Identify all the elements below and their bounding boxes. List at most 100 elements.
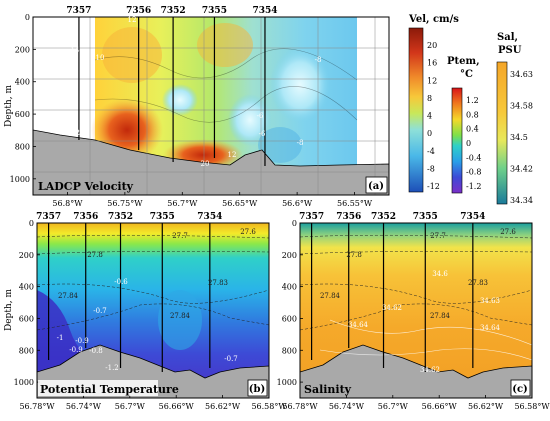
panel-b-letter: (b) [249,384,265,395]
x-tick-label: 56.74°W [66,402,102,411]
contour-label: -8 [297,139,304,147]
x-tick-label: 56.62°W [205,402,241,411]
y-tick-label: 0 [25,13,30,22]
panel-a-y-label: Depth, m [4,85,14,127]
panel-a-stations: 7357 7356 7352 7355 7354 [66,6,278,166]
y-tick-label: 200 [282,251,297,260]
panel-c-stations: 7357 7356 7352 7355 7354 [299,212,485,372]
x-tick-label: 56.66°W [422,402,458,411]
y-tick-label: 600 [19,314,34,323]
x-tick-label: 56.58°W [251,402,287,411]
panel-c-contour-labels: 27.7 27.6 27.8 27.84 27.83 27.84 34.6 34.63 34.6… [320,228,516,374]
contour-label: 12 [228,151,237,159]
colorbar-tick-label: 0.4 [466,125,479,134]
y-tick-label: 1000 [10,175,30,184]
panel-a-letter: (a) [368,181,384,192]
panel-b-contour-labels: 27.7 27.627.827.8427.8327.84-0.6-0.7-0.9-… [57,228,257,372]
y-tick-label: 200 [19,251,34,260]
contour-label: 27.84 [430,312,451,320]
contour-label: 34.64 [480,324,501,332]
x-tick-label: 56.78°W [19,402,55,411]
station-label: 7357 [299,212,324,222]
station-label: 7357 [36,212,61,222]
contour-label: 27.6 [500,228,516,236]
y-tick-label: 400 [15,78,30,87]
contour-label: 34.63 [480,297,500,305]
colorbar-tick-label: -0.8 [466,168,481,177]
y-tick-label: 800 [19,346,34,355]
contour-label: 27.7 [430,232,446,240]
contour-label: 27.84 [170,312,191,320]
panel-b-y-ticks: 0 200 400 600 800 1000 [14,219,40,387]
colorbar-tick-label: 34.63 [510,70,533,79]
station-label: 7352 [161,6,186,16]
x-tick-label: 56.62°W [468,402,504,411]
station-label: 7357 [66,6,91,16]
colorbar-tick-label: -0.4 [466,153,481,162]
contour-label: -6 [257,112,264,120]
panel-c-title: Salinity [304,383,352,396]
station-label: 7354 [252,6,277,16]
y-tick-label: 0 [29,219,34,228]
station-label: 7354 [460,212,485,222]
y-tick-label: 1000 [277,378,297,387]
contour-label: 34.6 [432,270,448,278]
panel-a-y-ticks: 0 200 400 600 800 1000 [10,13,36,184]
contour-label: 27.8 [87,251,103,259]
contour-label: 27.7 [172,232,188,240]
x-tick-label: 56.6°W [282,199,313,208]
panel-c-y-ticks: 0 200 400 600 800 1000 [277,219,303,387]
y-tick-label: 0 [292,219,297,228]
contour-label: 27.83 [208,279,228,287]
y-tick-label: 400 [19,283,34,292]
x-tick-label: 56.7°W [167,199,198,208]
contour-label: -1 [57,334,64,342]
colorbar-tick-label: 0 [466,139,471,148]
colorbar-tick-label: 0 [427,129,432,138]
y-tick-label: 200 [15,45,30,54]
colorbar-tick-label: 34.34 [510,196,533,205]
contour-label: 34.62 [382,304,402,312]
contour-label: 10 [96,54,105,62]
colorbar-temperature: Ptem, °C 1.2 0.8 0.4 0 -0.4 -0.8 -1.2 [447,56,481,194]
contour-label: -0.9 [69,346,83,354]
colorbar-tick-label: 1.2 [466,96,479,105]
colorbar-tick-label: 34.5 [510,133,528,142]
contour-label: -0.6 [114,278,128,286]
colorbar-tick-label: -4 [427,147,435,156]
y-tick-label: 800 [15,142,30,151]
y-tick-label: 400 [282,283,297,292]
x-tick-label: 56.78°W [282,402,318,411]
contour-label: 20 [76,129,85,137]
x-tick-label: 56.74°W [329,402,365,411]
station-label: 7356 [126,6,151,16]
station-label: 7355 [202,6,227,16]
panel-a-title: LADCP Velocity [38,180,134,193]
panel-a: 7357 7356 7352 7355 7354 0 200 400 600 800 1000 5… [4,6,390,208]
contour-label: -0.7 [93,307,107,315]
panel-b-title: Potential Temperature [40,383,179,396]
contour-label: 20 [201,160,210,168]
panel-b-stations: 7357 7356 7352 7355 7354 [36,212,222,372]
x-tick-label: 56.8°W [52,199,83,208]
contour-label: -0.7 [224,355,238,363]
panel-b: 7357 7356 7352 7355 7354 0 200 400 600 800 1000 5… [4,212,287,411]
contour-label: -0.9 [75,337,89,345]
contour-label: 12 [128,16,137,24]
x-tick-label: 56.58°W [514,402,550,411]
contour-label: 34.62 [420,366,440,374]
x-tick-label: 56.65°W [222,199,258,208]
colorbar-tick-label: 34.58 [510,102,533,111]
contour-label: 27.84 [58,292,79,300]
colorbar-tick-label: 34.42 [510,165,533,174]
colorbar-velocity-title: Vel, cm/s [408,14,459,25]
contour-label: -0.8 [89,347,103,355]
y-tick-label: 800 [282,346,297,355]
station-label: 7354 [197,212,222,222]
colorbar-tick-label: 0.8 [466,110,479,119]
station-label: 7356 [73,212,98,222]
contour-label: 27.83 [468,279,488,287]
x-tick-label: 56.75°W [107,199,143,208]
colorbar-tick-label: 16 [427,59,437,68]
colorbar-tick-label: -12 [427,182,440,191]
